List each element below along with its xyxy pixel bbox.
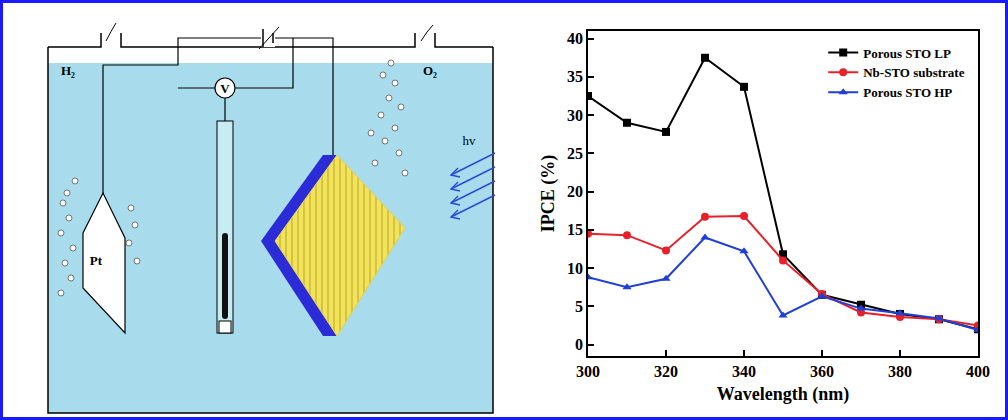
svg-text:35: 35 [567,68,583,85]
svg-text:15: 15 [567,221,583,238]
svg-text:400: 400 [966,363,990,380]
svg-text:30: 30 [567,107,583,124]
svg-text:hv: hv [463,133,477,148]
svg-text:360: 360 [810,363,834,380]
svg-text:Porous STO HP: Porous STO HP [863,85,952,100]
svg-text:10: 10 [567,260,583,277]
svg-text:340: 340 [732,363,756,380]
svg-text:Wavelength (nm): Wavelength (nm) [717,384,850,405]
svg-text:Nb-STO substrate: Nb-STO substrate [863,65,964,80]
svg-text:H₂: H₂ [61,63,75,78]
svg-text:IPCE (%): IPCE (%) [538,155,559,233]
svg-text:20: 20 [567,183,583,200]
svg-text:O₂: O₂ [423,63,437,78]
svg-text:380: 380 [888,363,912,380]
svg-text:40: 40 [567,30,583,47]
svg-text:0: 0 [575,336,583,353]
svg-text:Porous STO LP: Porous STO LP [863,46,951,61]
svg-text:Pt: Pt [90,253,103,268]
svg-text:320: 320 [654,363,678,380]
svg-text:5: 5 [575,298,583,315]
svg-text:300: 300 [576,363,600,380]
svg-text:V: V [220,81,230,96]
svg-text:25: 25 [567,145,583,162]
